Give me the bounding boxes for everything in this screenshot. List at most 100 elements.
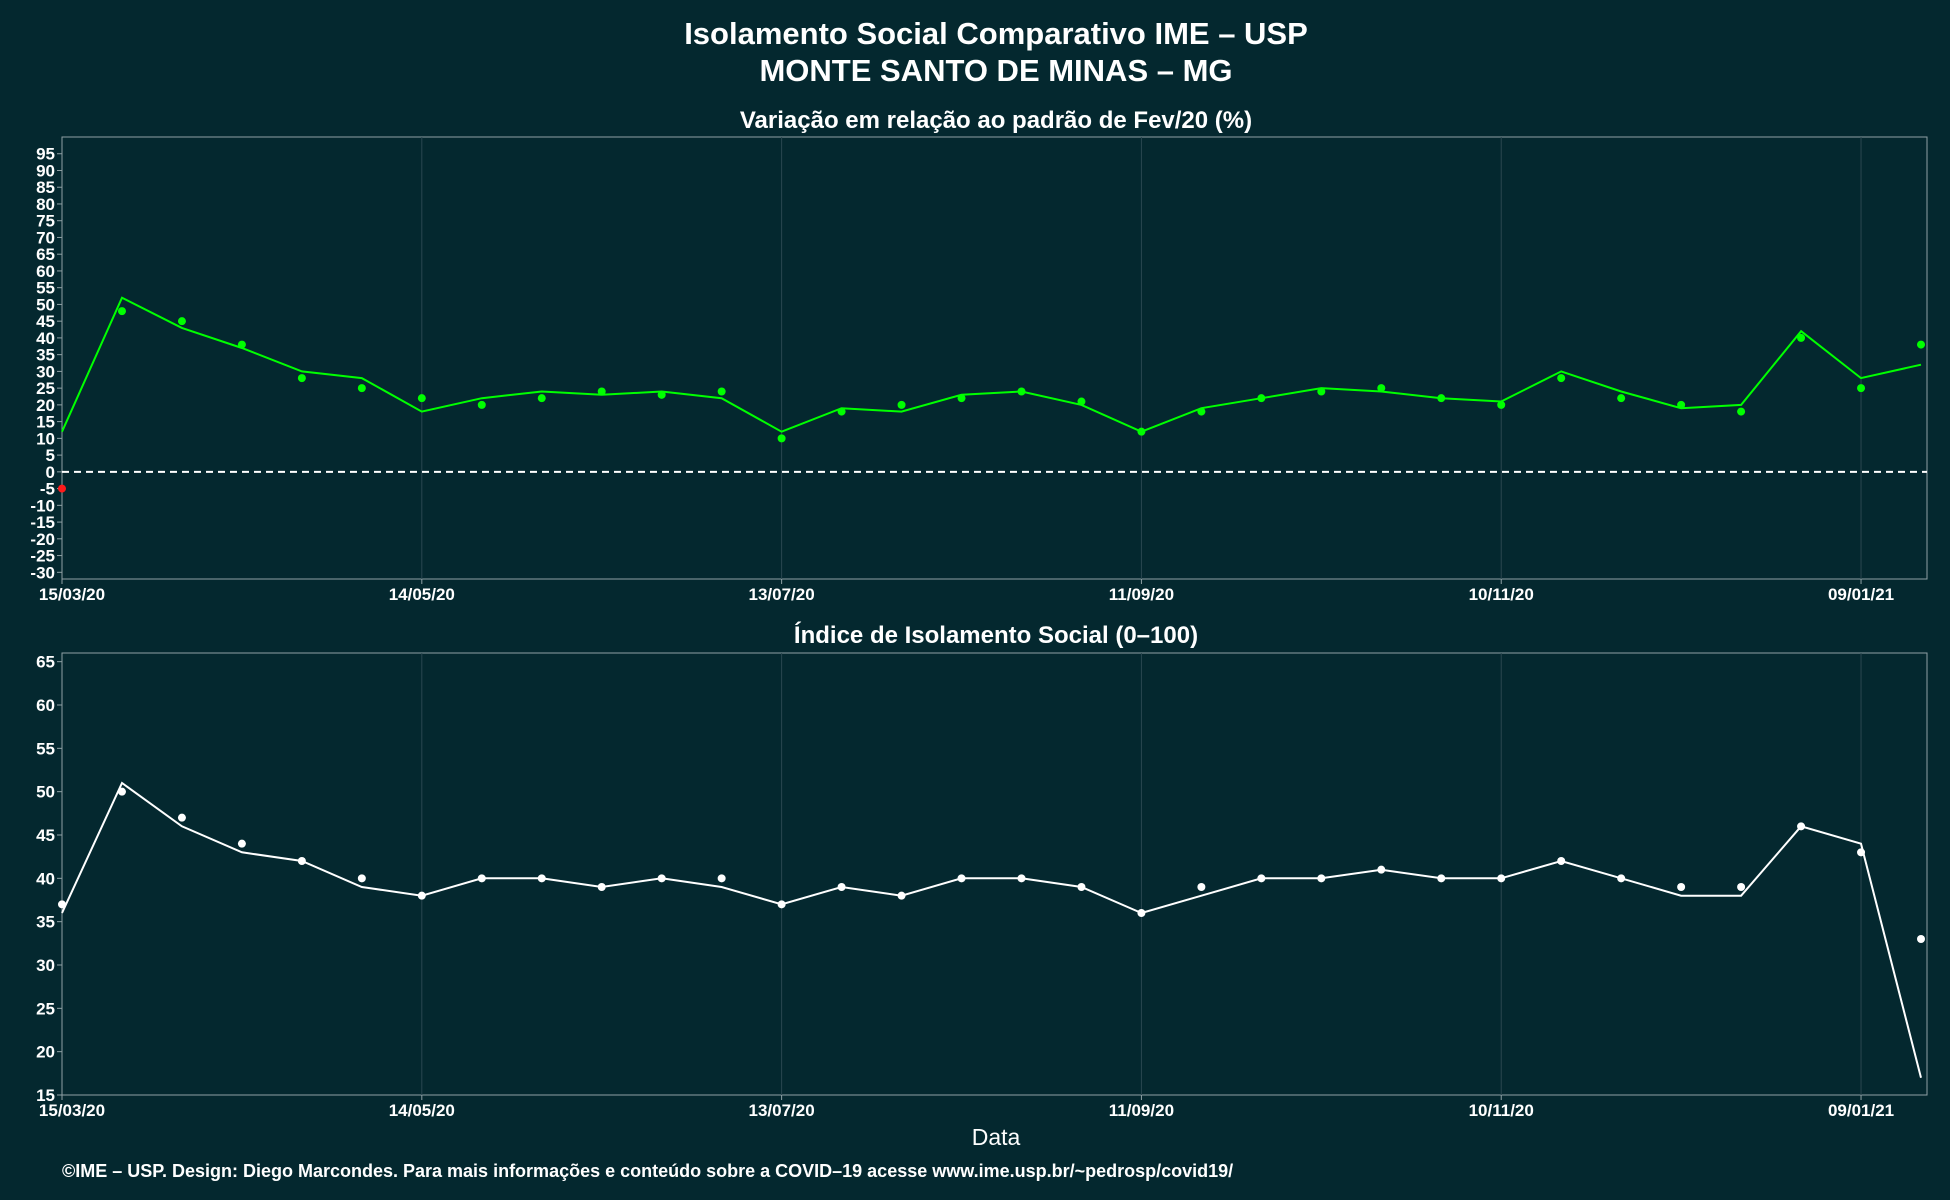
panel-variation-y-ticks: -30-25-20-15-10-505101520253035404550556… — [30, 145, 62, 582]
y-tick-label: 45 — [36, 826, 55, 845]
y-tick-label: 70 — [36, 228, 55, 247]
data-point — [537, 394, 546, 403]
x-tick-label: 09/01/21 — [1828, 1101, 1894, 1120]
x-tick-label: 14/05/20 — [389, 585, 455, 604]
data-point — [657, 874, 666, 883]
y-tick-label: 35 — [36, 346, 55, 365]
panel-index-gridlines — [421, 653, 1862, 1095]
data-point — [417, 891, 426, 900]
data-point — [1797, 333, 1806, 342]
data-point — [717, 874, 726, 883]
panel-index-title: Índice de Isolamento Social (0–100) — [794, 621, 1198, 649]
panel-variation-points — [58, 307, 1926, 493]
data-point — [1617, 874, 1626, 883]
data-point — [1197, 883, 1206, 891]
data-point — [1857, 384, 1866, 393]
y-tick-label: 20 — [36, 1043, 55, 1062]
data-point — [657, 390, 666, 399]
y-tick-label: 25 — [36, 379, 55, 398]
data-point — [1077, 397, 1086, 406]
x-tick-label: 11/09/20 — [1109, 585, 1174, 604]
data-point — [237, 839, 246, 848]
data-point — [1377, 865, 1386, 874]
x-tick-label: 15/03/20 — [39, 1101, 105, 1120]
data-point — [1557, 857, 1566, 865]
y-tick-label: 15 — [36, 1086, 55, 1105]
data-point — [777, 434, 786, 443]
data-point — [117, 307, 126, 316]
y-tick-label: 45 — [36, 312, 55, 331]
data-point — [1677, 883, 1686, 891]
data-point — [1797, 822, 1806, 831]
data-point — [1497, 400, 1506, 409]
y-tick-label: 10 — [36, 429, 55, 448]
data-point — [417, 394, 426, 403]
y-tick-label: -5 — [40, 480, 55, 499]
data-point — [117, 787, 126, 796]
y-tick-label: 40 — [36, 329, 55, 348]
data-point — [1317, 874, 1326, 883]
y-tick-label: 90 — [36, 161, 55, 180]
y-tick-label: 35 — [36, 913, 55, 932]
y-tick-label: 95 — [36, 145, 55, 164]
y-tick-label: 30 — [36, 362, 55, 381]
data-point — [1737, 883, 1746, 891]
data-point — [837, 407, 846, 416]
data-point — [1617, 394, 1626, 403]
data-point — [1917, 935, 1926, 943]
data-point — [597, 387, 606, 396]
y-tick-label: 55 — [36, 279, 55, 298]
y-tick-label: -25 — [30, 547, 55, 566]
y-tick-label: 65 — [36, 245, 55, 264]
data-point — [357, 874, 366, 883]
data-point — [1437, 394, 1446, 403]
x-tick-label: 10/11/20 — [1469, 585, 1534, 604]
y-tick-label: -15 — [30, 513, 55, 532]
y-tick-label: 85 — [36, 178, 55, 197]
data-point — [777, 900, 786, 909]
x-axis-label: Data — [972, 1124, 1021, 1150]
data-point — [1137, 427, 1146, 436]
data-point — [1437, 874, 1446, 883]
data-point — [237, 340, 246, 349]
y-tick-label: 0 — [46, 463, 55, 482]
data-point — [957, 874, 966, 883]
data-point — [597, 883, 606, 891]
y-tick-label: -30 — [30, 563, 55, 582]
footer-credit: ©IME – USP. Design: Diego Marcondes. Par… — [62, 1161, 1233, 1181]
data-point — [897, 400, 906, 409]
panel-variation-trend-lines — [61, 296, 1922, 433]
data-point — [1257, 874, 1266, 883]
y-tick-label: 30 — [36, 956, 55, 975]
data-point — [177, 317, 186, 326]
y-tick-label: 20 — [36, 396, 55, 415]
y-tick-label: 60 — [36, 696, 55, 715]
x-tick-label: 09/01/21 — [1828, 585, 1894, 604]
data-point — [58, 484, 66, 493]
data-point — [1017, 387, 1026, 396]
y-tick-label: 40 — [36, 869, 55, 888]
y-tick-label: 15 — [36, 413, 55, 432]
data-point — [1677, 400, 1686, 409]
y-tick-label: 55 — [36, 739, 55, 758]
panel-index-trend-line — [61, 781, 1922, 1078]
y-tick-label: 5 — [46, 446, 55, 465]
panel-variation-title: Variação em relação ao padrão de Fev/20 … — [740, 107, 1252, 134]
data-point — [537, 874, 546, 883]
data-point — [957, 394, 966, 403]
y-tick-label: -20 — [30, 530, 55, 549]
x-tick-label: 10/11/20 — [1469, 1101, 1534, 1120]
panel-index: Índice de Isolamento Social (0–100) 15 20… — [36, 621, 1928, 1150]
panel-index-y-ticks: 15 20 25 30 35 40 45 50 55 60 65 — [36, 653, 62, 1105]
y-tick-label: 80 — [36, 195, 55, 214]
data-point — [1497, 874, 1506, 883]
y-tick-label: 50 — [36, 295, 55, 314]
data-point — [1137, 909, 1146, 917]
panel-variation-x-ticks: 15/03/20 14/05/20 13/07/20 11/09/20 10/11/20… — [39, 579, 1894, 604]
x-tick-label: 13/07/20 — [749, 585, 815, 604]
panel-variation-gridlines — [421, 137, 1862, 579]
panel-index-frame — [61, 652, 1928, 1096]
data-point — [1317, 387, 1326, 396]
data-point — [1557, 374, 1566, 383]
